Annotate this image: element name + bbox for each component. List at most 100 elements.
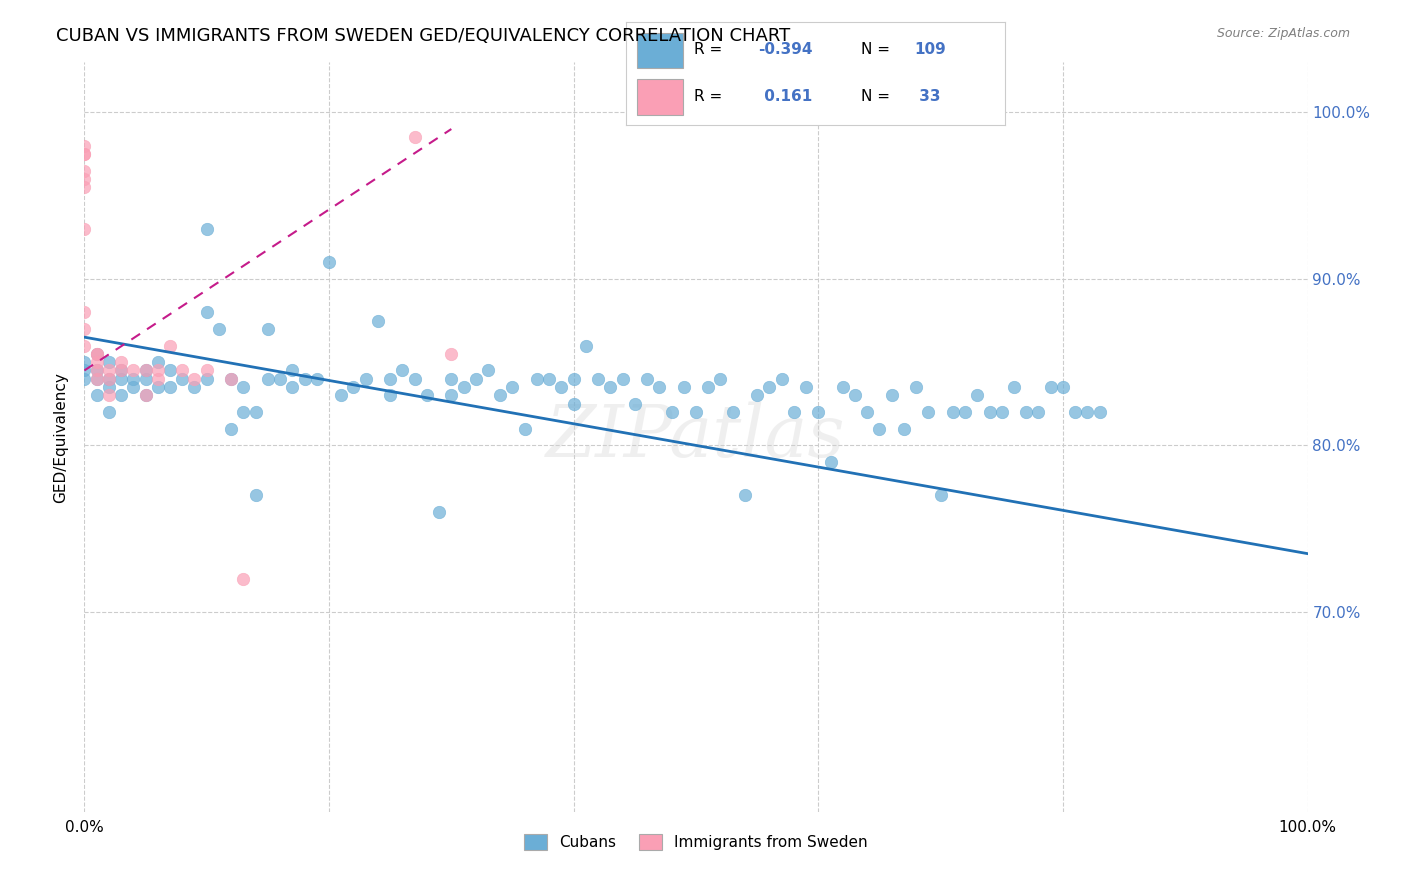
Point <box>159 363 181 377</box>
Text: 0.161: 0.161 <box>759 88 811 103</box>
Point <box>477 363 499 377</box>
Point <box>880 388 903 402</box>
Point <box>1039 380 1062 394</box>
Point <box>208 322 231 336</box>
Point <box>97 380 120 394</box>
Point <box>697 380 720 394</box>
Point <box>869 422 891 436</box>
Point <box>721 405 744 419</box>
Point <box>269 372 291 386</box>
Point <box>219 372 242 386</box>
Point <box>146 355 169 369</box>
Point <box>820 455 842 469</box>
Point <box>135 388 157 402</box>
Point <box>195 372 218 386</box>
Point <box>86 372 108 386</box>
Point <box>917 405 939 419</box>
FancyBboxPatch shape <box>637 33 683 69</box>
Point <box>86 347 108 361</box>
Point <box>97 363 120 377</box>
Point <box>330 388 353 402</box>
Point <box>245 405 267 419</box>
Point <box>807 405 830 419</box>
Point <box>73 172 96 186</box>
Point <box>73 147 96 161</box>
Point <box>86 372 108 386</box>
Text: N =: N = <box>860 88 894 103</box>
Point <box>73 163 96 178</box>
Point <box>97 405 120 419</box>
Point <box>172 372 194 386</box>
Point <box>1052 380 1074 394</box>
Point <box>73 305 96 319</box>
Point <box>86 347 108 361</box>
Point <box>416 388 439 402</box>
Point <box>73 372 96 386</box>
Point <box>86 363 108 377</box>
Point <box>661 405 683 419</box>
Point <box>294 372 316 386</box>
Point <box>905 380 928 394</box>
Point <box>122 372 145 386</box>
Point <box>110 363 132 377</box>
Point <box>856 405 879 419</box>
Point <box>73 355 96 369</box>
Point <box>257 322 280 336</box>
Point <box>734 488 756 502</box>
Point <box>195 305 218 319</box>
Point <box>404 372 426 386</box>
Point <box>305 372 328 386</box>
Point <box>991 405 1014 419</box>
Point <box>391 363 413 377</box>
Point <box>97 372 120 386</box>
Point <box>73 322 96 336</box>
Point <box>979 405 1001 419</box>
Point <box>440 372 463 386</box>
Point <box>232 380 254 394</box>
Point <box>135 363 157 377</box>
Point <box>586 372 609 386</box>
Point <box>648 380 671 394</box>
Text: Source: ZipAtlas.com: Source: ZipAtlas.com <box>1216 27 1350 40</box>
Point <box>257 372 280 386</box>
Point <box>97 388 120 402</box>
Point <box>245 488 267 502</box>
Point <box>672 380 695 394</box>
Point <box>110 355 132 369</box>
Text: ZIPatlas: ZIPatlas <box>546 401 846 473</box>
Point <box>110 388 132 402</box>
Point <box>538 372 561 386</box>
Point <box>135 388 157 402</box>
Point <box>73 338 96 352</box>
Text: R =: R = <box>695 43 727 57</box>
Point <box>318 255 340 269</box>
Point <box>440 388 463 402</box>
Point <box>404 130 426 145</box>
Point <box>135 372 157 386</box>
Point <box>953 405 976 419</box>
Point <box>427 505 450 519</box>
Point <box>770 372 793 386</box>
Point <box>122 363 145 377</box>
Y-axis label: GED/Equivalency: GED/Equivalency <box>53 372 69 502</box>
Point <box>172 363 194 377</box>
Point <box>562 397 585 411</box>
Point <box>599 380 621 394</box>
Point <box>709 372 731 386</box>
Point <box>1015 405 1038 419</box>
Point <box>86 388 108 402</box>
Point <box>367 313 389 327</box>
Point <box>146 372 169 386</box>
Point <box>440 347 463 361</box>
Point <box>135 363 157 377</box>
Point <box>195 222 218 236</box>
Point <box>122 380 145 394</box>
Point <box>86 355 108 369</box>
Point <box>354 372 377 386</box>
Point <box>380 372 402 386</box>
Text: N =: N = <box>860 43 894 57</box>
Point <box>73 180 96 194</box>
Point <box>73 222 96 236</box>
Point <box>685 405 707 419</box>
FancyBboxPatch shape <box>637 78 683 114</box>
